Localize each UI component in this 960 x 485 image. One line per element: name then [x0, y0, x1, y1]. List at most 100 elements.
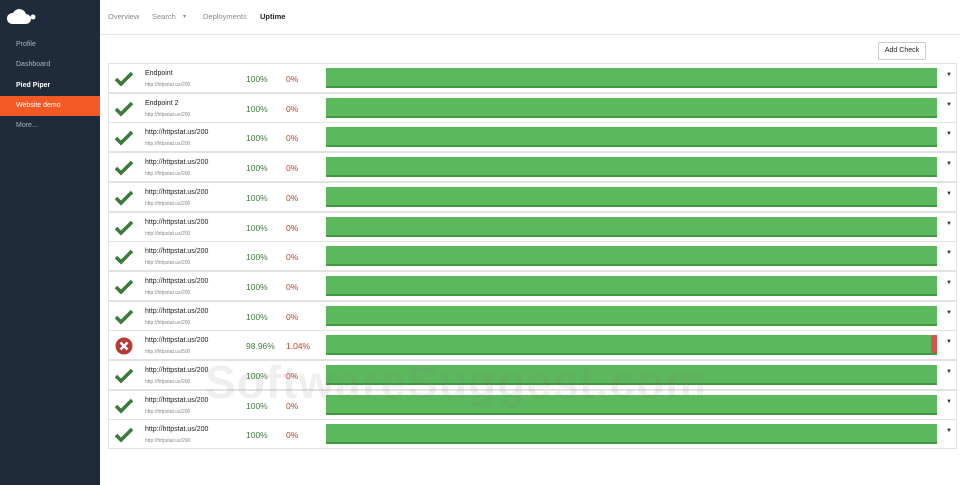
top-nav: Overview Search ▾ Deployments Uptime: [100, 0, 960, 35]
downtime: 0%: [286, 133, 299, 144]
uptime: 100%: [246, 103, 268, 114]
uptime-bar: [326, 216, 937, 237]
sidebar-item[interactable]: Profile: [16, 41, 36, 48]
status-icon: [115, 337, 133, 355]
uptime: 100%: [246, 163, 268, 174]
check-name: http://httpstat.us/200: [145, 396, 209, 404]
check-url: http://httpstat.us/200: [145, 82, 191, 88]
uptime: 100%: [246, 371, 268, 381]
check-name: Endpoint 2: [145, 99, 179, 107]
downtime: 1.04%: [286, 341, 311, 352]
check-name: http://httpstat.us/200: [145, 159, 209, 167]
uptime-bar: [326, 157, 937, 178]
check-row: http://httpstat.us/200 http://httpstat.us…: [108, 389, 957, 420]
uptime-bar: [326, 305, 937, 326]
uptime: 100%: [246, 74, 268, 84]
row-menu[interactable]: ▼: [946, 369, 952, 375]
nav-link[interactable]: Deployments: [203, 12, 247, 21]
check-row: http://httpstat.us/200 http://httpstat.us…: [108, 270, 957, 301]
uptime-bar: [326, 127, 937, 148]
check-url: http://httpstat.us/200: [145, 230, 191, 237]
nav-link[interactable]: Overview: [108, 12, 140, 21]
row-menu[interactable]: ▼: [946, 72, 952, 78]
nav-link[interactable]: Search: [152, 12, 176, 21]
check-name: Endpoint: [145, 70, 173, 77]
row-menu[interactable]: ▼: [946, 309, 952, 316]
watermark: SoftwareSuggest.com: [205, 356, 708, 408]
add-check-button[interactable]: Add Check: [878, 42, 926, 60]
uptime-bar: [326, 275, 937, 296]
check-url: http://httpstat.us/200: [145, 438, 191, 445]
row-menu[interactable]: ▼: [946, 339, 952, 346]
downtime: 0%: [286, 192, 299, 203]
check-url: http://httpstat.us/200: [145, 289, 191, 296]
check-row: http://httpstat.us/200 http://httpstat.us…: [108, 330, 957, 361]
sidebar: Profile Dashboard Pied Piper Website dem…: [0, 0, 100, 485]
uptime-bar: [326, 246, 937, 267]
uptime: 98.96%: [246, 341, 275, 352]
status-icon: [114, 159, 134, 177]
sidebar-item[interactable]: More...: [16, 122, 38, 129]
uptime-bar: [326, 186, 937, 207]
check-row: Endpoint http://httpstat.us/200 100% 0% ▼: [108, 63, 957, 93]
sidebar-item[interactable]: Pied Piper: [16, 82, 51, 89]
check-url: http://httpstat.us/200: [145, 379, 191, 385]
check-url: http://httpstat.us/500: [145, 349, 191, 356]
check-name: http://httpstat.us/200: [145, 337, 209, 345]
nav-caret: ▾: [183, 14, 187, 20]
downtime-segment: [930, 335, 937, 354]
status-icon: [114, 129, 134, 147]
row-menu[interactable]: ▼: [946, 279, 952, 286]
downtime: 0%: [286, 311, 299, 322]
downtime: 0%: [286, 400, 299, 411]
uptime: 100%: [246, 252, 268, 263]
check-row: http://httpstat.us/200 http://httpstat.us…: [108, 122, 957, 153]
nav-link[interactable]: Uptime: [260, 12, 286, 21]
uptime-bar: [326, 97, 937, 118]
downtime: 0%: [286, 281, 299, 292]
row-menu[interactable]: ▼: [946, 250, 952, 257]
check-url: http://httpstat.us/200: [145, 408, 191, 415]
uptime-bar: [326, 394, 937, 415]
uptime: 100%: [246, 133, 268, 144]
check-row: http://httpstat.us/200 http://httpstat.us…: [108, 152, 957, 183]
row-menu[interactable]: ▼: [946, 101, 952, 108]
check-row: http://httpstat.us/200 http://httpstat.us…: [108, 241, 957, 272]
status-icon: [114, 278, 134, 296]
status-icon: [114, 70, 134, 88]
uptime: 100%: [246, 400, 268, 411]
status-icon: [114, 397, 134, 415]
status-icon: [114, 248, 134, 266]
row-menu[interactable]: ▼: [946, 131, 952, 138]
check-row: http://httpstat.us/200 http://httpstat.us…: [108, 360, 957, 390]
status-icon: [114, 189, 134, 207]
check-url: http://httpstat.us/200: [145, 260, 191, 267]
row-menu[interactable]: ▼: [946, 398, 952, 405]
downtime: 0%: [286, 74, 299, 84]
uptime-bar: [326, 365, 937, 385]
downtime: 0%: [286, 371, 299, 381]
downtime: 0%: [286, 222, 299, 233]
check-name: http://httpstat.us/200: [145, 367, 209, 374]
uptime: 100%: [246, 311, 268, 322]
status-icon: [114, 426, 134, 444]
check-row: http://httpstat.us/200 http://httpstat.us…: [108, 419, 957, 450]
status-icon: [114, 308, 134, 326]
uptime: 100%: [246, 222, 268, 233]
downtime: 0%: [286, 252, 299, 263]
row-menu[interactable]: ▼: [946, 190, 952, 197]
downtime: 0%: [286, 430, 299, 441]
row-menu[interactable]: ▼: [946, 428, 952, 435]
status-icon: [114, 367, 134, 385]
check-name: http://httpstat.us/200: [145, 218, 209, 226]
status-icon: [114, 219, 134, 237]
row-menu[interactable]: ▼: [946, 161, 952, 168]
sidebar-item[interactable]: Dashboard: [16, 61, 51, 68]
check-row: http://httpstat.us/200 http://httpstat.us…: [108, 300, 957, 331]
row-menu[interactable]: ▼: [946, 220, 952, 227]
check-url: http://httpstat.us/200: [145, 171, 191, 178]
check-url: http://httpstat.us/200: [145, 319, 191, 326]
downtime: 0%: [286, 163, 299, 174]
sidebar-item[interactable]: Website demo: [0, 96, 100, 116]
